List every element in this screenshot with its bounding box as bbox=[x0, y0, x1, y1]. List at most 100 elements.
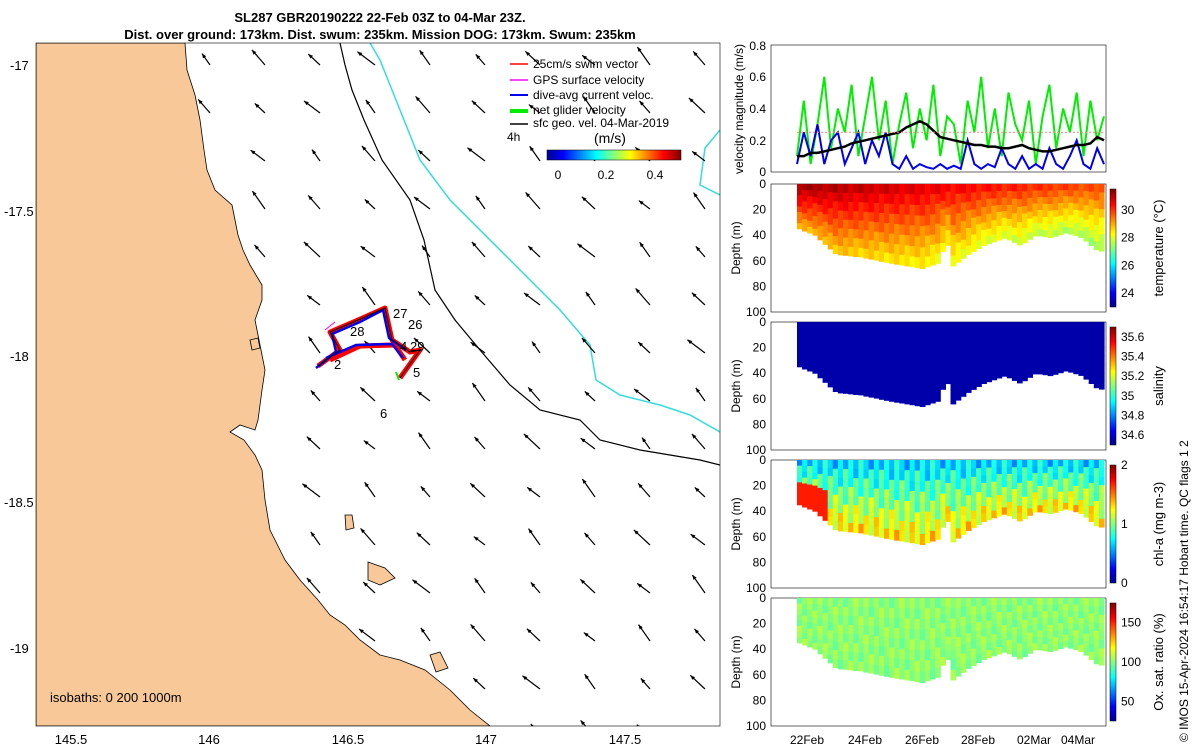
velocity-arrow-head bbox=[413, 337, 419, 343]
time-tick: 04Mar bbox=[1061, 733, 1095, 747]
heat-cell bbox=[858, 634, 865, 645]
heat-cell bbox=[996, 184, 1003, 192]
heat-cell bbox=[1042, 217, 1049, 225]
heat-cell bbox=[1052, 203, 1059, 211]
heat-cell bbox=[955, 361, 962, 372]
ytick: 0.2 bbox=[749, 134, 766, 148]
heat-cell bbox=[878, 607, 885, 618]
colorbar-tick: 35 bbox=[1121, 389, 1135, 403]
heat-cell bbox=[1006, 487, 1013, 496]
heat-cell bbox=[986, 198, 992, 207]
heat-cell bbox=[1047, 197, 1054, 205]
heat-cell bbox=[837, 513, 844, 523]
heat-cell bbox=[1042, 644, 1049, 652]
heat-cell bbox=[1058, 636, 1064, 643]
heat-cell bbox=[837, 219, 844, 229]
heat-cell bbox=[1088, 207, 1095, 216]
heat-cell bbox=[904, 470, 911, 481]
heat-cell bbox=[1073, 196, 1079, 204]
colorbar-tick: 0 bbox=[1121, 576, 1128, 590]
heat-cell bbox=[894, 332, 900, 343]
heat-cell bbox=[1006, 605, 1013, 613]
heat-cell bbox=[832, 624, 839, 634]
heat-cell bbox=[955, 232, 962, 244]
heat-cell bbox=[884, 469, 890, 481]
heat-cell bbox=[996, 495, 1003, 503]
heat-cell bbox=[940, 493, 946, 503]
heat-cell bbox=[802, 322, 808, 329]
heat-cell bbox=[1001, 493, 1008, 502]
heat-cell bbox=[950, 255, 957, 267]
heat-cell bbox=[894, 244, 900, 255]
legend-label: 25cm/s swim vector bbox=[533, 57, 638, 71]
heat-cell bbox=[1037, 341, 1044, 349]
velocity-arrow-head bbox=[254, 244, 259, 250]
heat-cell bbox=[817, 494, 824, 503]
heat-cell bbox=[1098, 364, 1105, 373]
heat-cell bbox=[873, 222, 880, 233]
heat-cell bbox=[853, 184, 859, 194]
heat-cell bbox=[1052, 643, 1059, 651]
heat-cell bbox=[950, 363, 957, 374]
heat-cell bbox=[1073, 598, 1079, 605]
heat-cell bbox=[1063, 616, 1069, 623]
ytick: 60 bbox=[753, 530, 767, 544]
heat-cell bbox=[976, 354, 982, 363]
lat-tick: -18.5 bbox=[4, 495, 34, 510]
heat-cell bbox=[981, 191, 987, 200]
heat-cell bbox=[1083, 502, 1090, 511]
heat-cell bbox=[1032, 643, 1039, 651]
heat-cell bbox=[996, 329, 1003, 337]
heat-cell bbox=[981, 329, 987, 338]
heat-cell bbox=[1052, 617, 1059, 625]
heat-cell bbox=[822, 605, 829, 614]
heat-cell bbox=[904, 184, 911, 195]
heat-cell bbox=[930, 460, 936, 471]
heat-cell bbox=[832, 218, 839, 228]
heat-cell bbox=[976, 192, 982, 201]
heat-cell bbox=[965, 357, 972, 367]
heat-cell bbox=[863, 460, 870, 470]
heat-cell bbox=[996, 371, 1003, 379]
heat-cell bbox=[873, 626, 880, 637]
heat-cell bbox=[797, 493, 803, 500]
heat-cell bbox=[1088, 230, 1095, 239]
heat-cell bbox=[1058, 629, 1064, 637]
heat-cell bbox=[1093, 184, 1100, 193]
heat-cell bbox=[904, 363, 911, 374]
heat-cell bbox=[1037, 209, 1044, 217]
heat-cell bbox=[1063, 358, 1069, 366]
heat-cell bbox=[924, 246, 931, 257]
heat-cell bbox=[1083, 467, 1090, 475]
profile-ylabel: Depth (m) bbox=[729, 359, 743, 412]
heat-cell bbox=[1083, 343, 1090, 351]
heat-cell bbox=[848, 193, 854, 203]
heat-cell bbox=[827, 362, 834, 372]
heat-cell bbox=[955, 223, 962, 234]
heat-cell bbox=[894, 342, 900, 353]
heat-cell bbox=[807, 208, 813, 216]
heat-cell bbox=[802, 225, 808, 232]
velocity-arrow-head bbox=[417, 391, 423, 396]
heat-cell bbox=[976, 598, 982, 607]
heat-cell bbox=[868, 240, 875, 251]
heat-cell bbox=[955, 203, 962, 214]
heat-cell bbox=[1078, 638, 1085, 646]
heat-cell bbox=[914, 480, 921, 492]
heat-cell bbox=[996, 343, 1003, 351]
heat-cell bbox=[858, 238, 865, 249]
ytick: 0 bbox=[759, 177, 766, 191]
heat-cell bbox=[807, 484, 813, 492]
heat-cell bbox=[971, 347, 977, 357]
heat-cell bbox=[1088, 368, 1095, 377]
heat-cell bbox=[976, 476, 982, 485]
heat-cell bbox=[996, 350, 1003, 358]
heat-cell bbox=[1017, 199, 1023, 208]
heat-cell bbox=[827, 330, 834, 339]
colorbar-tick: 35.2 bbox=[1121, 369, 1145, 383]
heat-cell bbox=[878, 389, 885, 400]
heat-cell bbox=[807, 640, 813, 648]
heat-cell bbox=[1052, 460, 1059, 467]
heat-cell bbox=[976, 654, 982, 663]
